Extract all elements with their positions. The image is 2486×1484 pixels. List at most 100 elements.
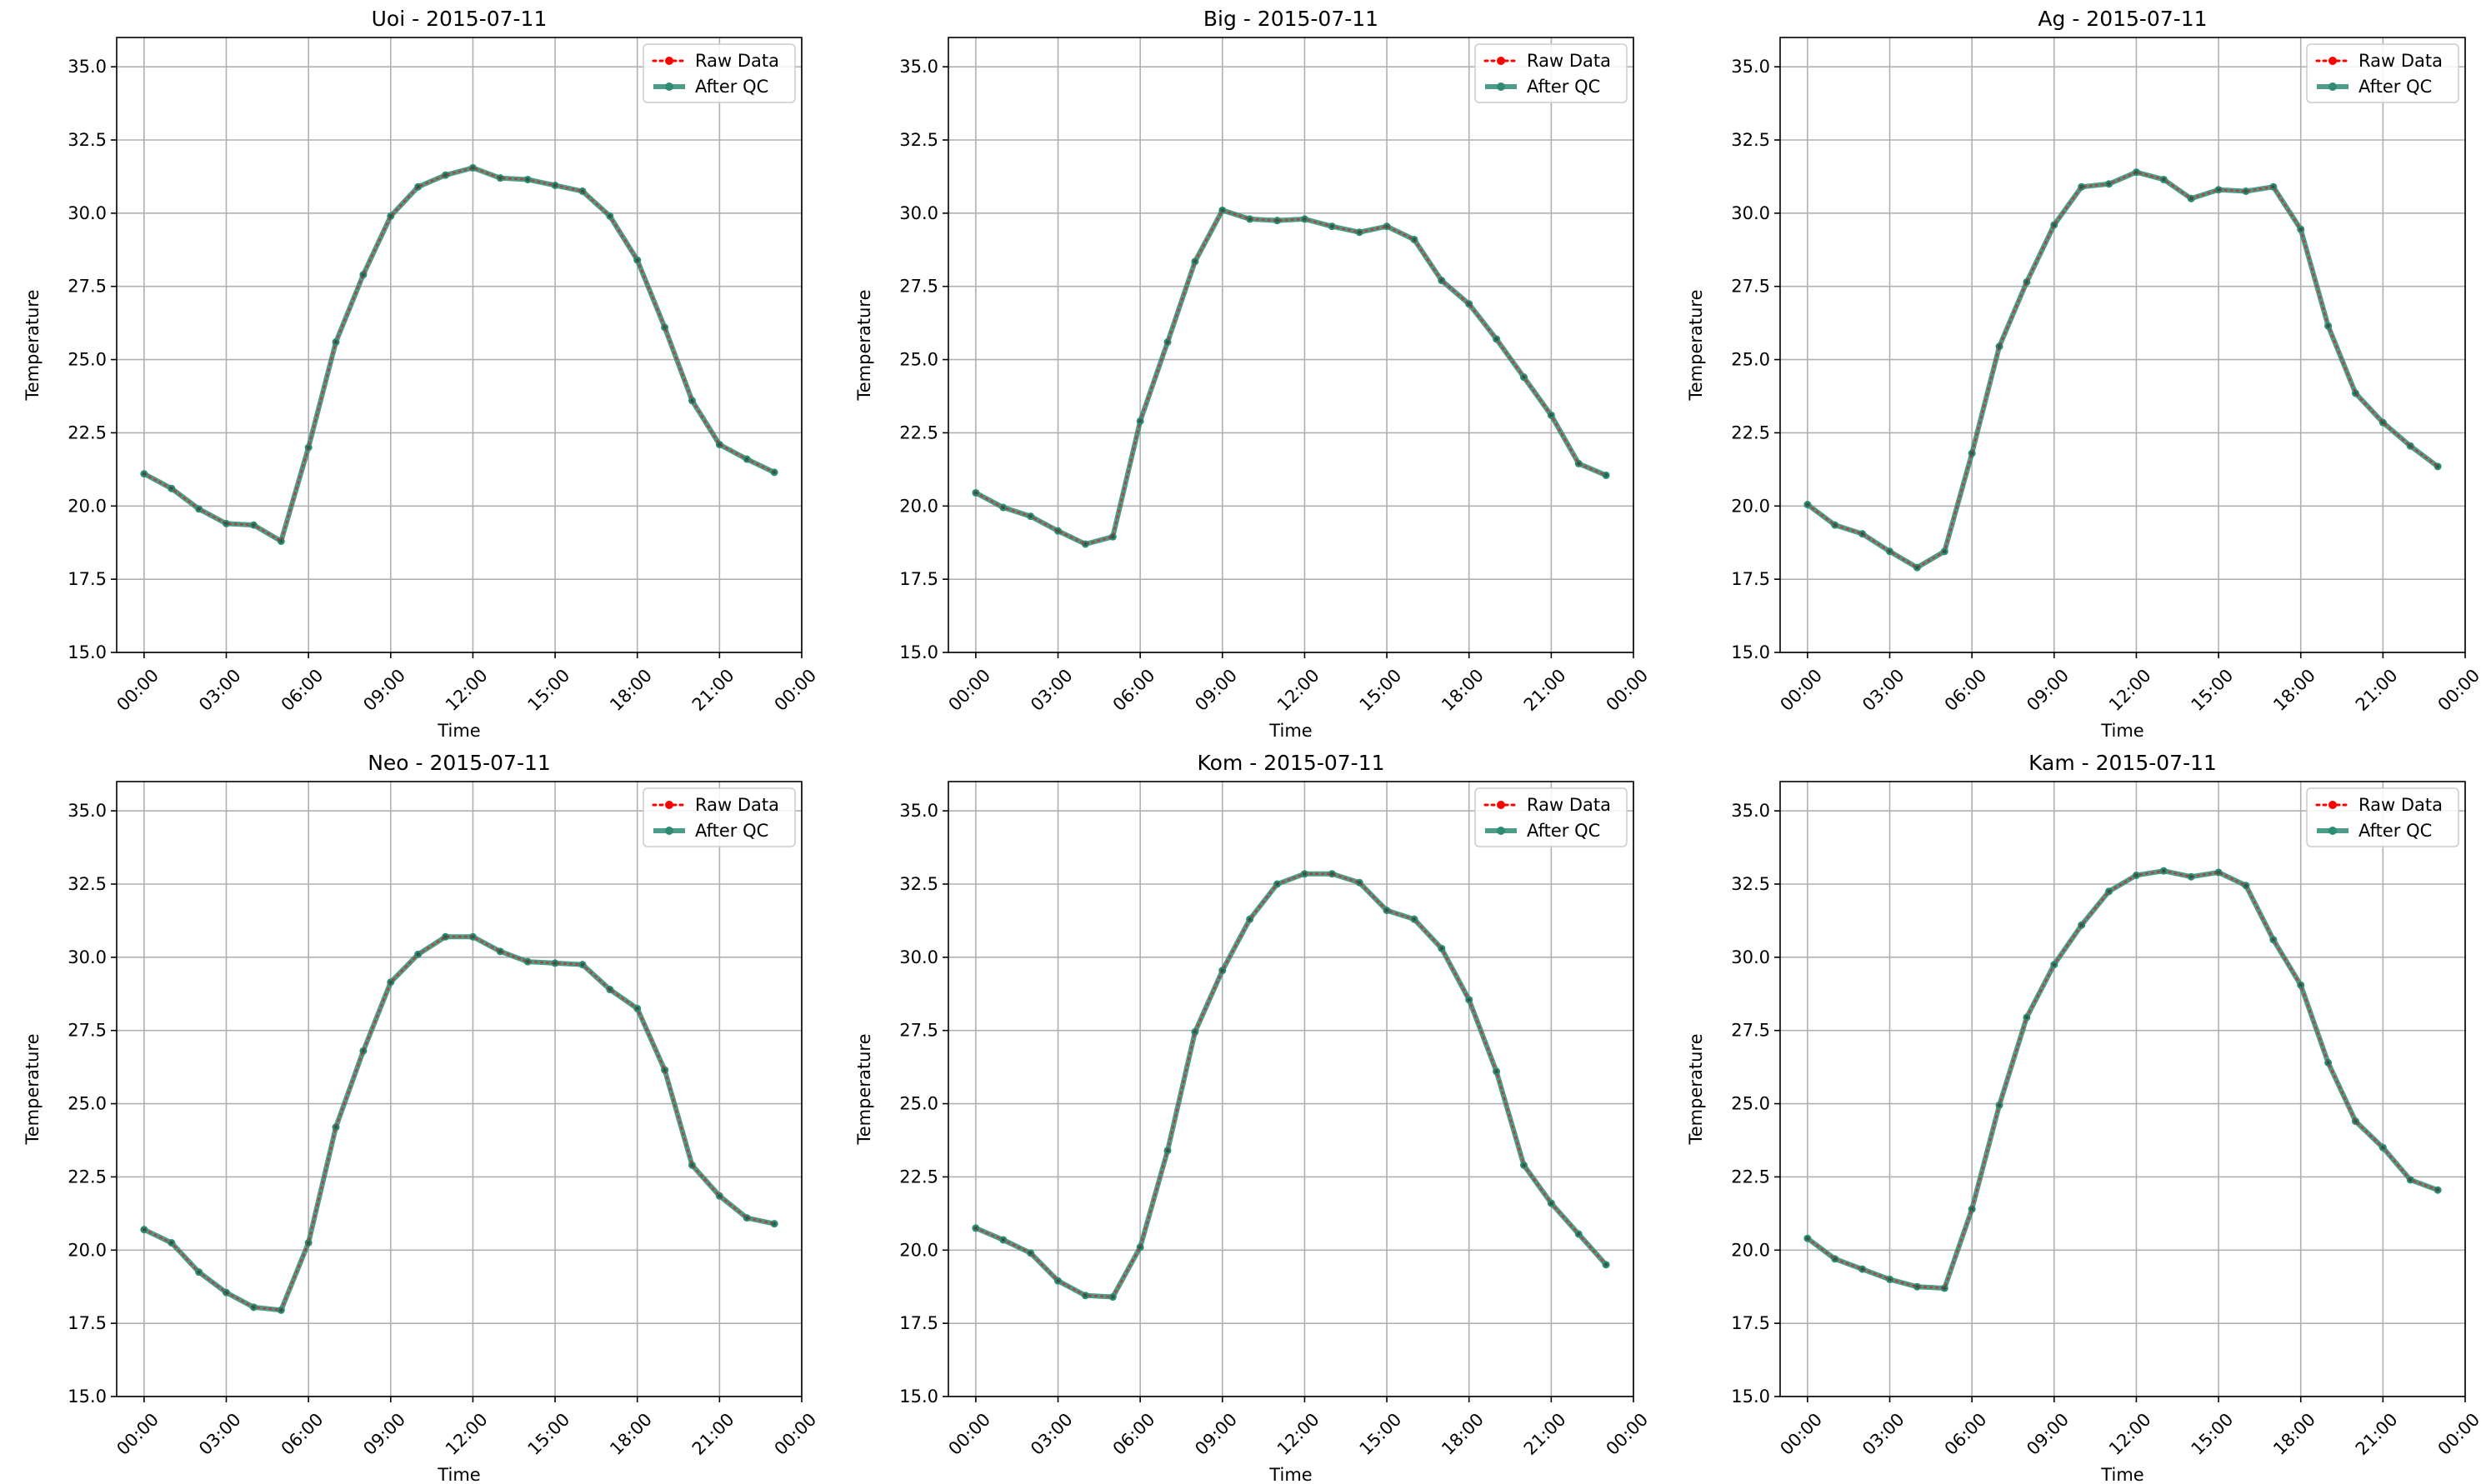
y-tick-label: 25.0 [1731, 350, 1770, 370]
x-tick-label: 21:00 [688, 665, 738, 715]
legend-marker-after-qc [1497, 82, 1505, 91]
data-point-raw-data [663, 1067, 667, 1072]
legend-label-after-qc: After QC [1527, 821, 1600, 841]
data-point-raw-data [1833, 522, 1837, 527]
chart-title: Kom - 2015-07-11 [1198, 751, 1385, 775]
data-point-raw-data [1549, 413, 1553, 417]
x-tick-label: 09:00 [2023, 665, 2073, 715]
data-point-raw-data [1028, 1251, 1033, 1256]
data-point-raw-data [1467, 997, 1471, 1002]
data-point-raw-data [1330, 872, 1334, 876]
x-tick-label: 09:00 [359, 1409, 409, 1459]
data-point-raw-data [2024, 280, 2029, 284]
x-tick-label: 21:00 [688, 1409, 738, 1459]
data-point-raw-data [361, 272, 366, 277]
data-point-raw-data [471, 166, 475, 170]
data-point-raw-data [1494, 1069, 1498, 1074]
data-point-raw-data [772, 1222, 777, 1226]
x-tick-label: 09:00 [1191, 1409, 1241, 1459]
data-point-raw-data [1603, 1262, 1608, 1267]
x-tick-label: 03:00 [1027, 1409, 1077, 1459]
data-point-raw-data [772, 470, 777, 475]
y-tick-label: 30.0 [899, 203, 938, 223]
y-tick-label: 17.5 [899, 1313, 938, 1333]
data-point-raw-data [1165, 1148, 1170, 1153]
data-point-raw-data [2162, 868, 2166, 873]
y-tick-label: 35.0 [899, 801, 938, 821]
data-point-raw-data [635, 257, 639, 262]
x-tick-label: 00:00 [1776, 1409, 1826, 1459]
data-point-raw-data [1330, 224, 1334, 228]
data-point-raw-data [1439, 947, 1444, 951]
series-line-raw-data [974, 208, 1608, 546]
y-axis-label: Temperature [1686, 1033, 1706, 1145]
y-tick-label: 22.5 [68, 1167, 107, 1187]
y-tick-label: 17.5 [1731, 1313, 1770, 1333]
data-point-raw-data [1577, 1232, 1581, 1237]
data-point-raw-data [1577, 462, 1581, 466]
data-point-raw-data [745, 457, 749, 462]
data-point-raw-data [306, 1241, 311, 1245]
x-tick-label: 15:00 [1356, 1409, 1406, 1459]
data-point-raw-data [1494, 337, 1498, 342]
chart-panel: 15.0 17.5 20.0 22.5 25.0 27.5 30.0 32.5 35.0 00:0… [854, 751, 1652, 1484]
series-line-raw-data [143, 167, 776, 543]
series-line-raw-data [143, 936, 776, 1312]
data-point-raw-data [2107, 889, 2111, 893]
data-point-raw-data [224, 1291, 228, 1295]
data-point-raw-data [388, 214, 393, 218]
data-point-raw-data [526, 959, 530, 964]
data-point-raw-data [416, 952, 420, 957]
y-tick-label: 25.0 [1731, 1094, 1770, 1114]
data-point-raw-data [2435, 1188, 2440, 1192]
data-point-raw-data [580, 962, 585, 967]
x-tick-label: 15:00 [1356, 665, 1406, 715]
data-point-raw-data [2189, 197, 2193, 201]
legend-label-raw-data: Raw Data [695, 795, 779, 815]
x-tick-label: 00:00 [2434, 1409, 2484, 1459]
data-point-raw-data [471, 935, 475, 939]
data-point-raw-data [1083, 542, 1088, 547]
axes-frame [948, 37, 1634, 653]
data-point-raw-data [1833, 1257, 1837, 1262]
data-point-raw-data [1193, 1030, 1198, 1034]
data-point-raw-data [2079, 923, 2083, 927]
legend-label-after-qc: After QC [2358, 821, 2432, 841]
x-tick-label: 03:00 [195, 665, 245, 715]
y-tick-label: 27.5 [1731, 277, 1770, 297]
y-tick-label: 35.0 [1731, 801, 1770, 821]
y-tick-label: 27.5 [68, 277, 107, 297]
y-tick-label: 27.5 [899, 1021, 938, 1041]
data-point-raw-data [2079, 185, 2083, 189]
y-tick-label: 35.0 [1731, 57, 1770, 77]
x-axis-label: Time [2100, 1465, 2143, 1484]
y-tick-label: 32.5 [1731, 130, 1770, 150]
data-point-raw-data [224, 522, 228, 526]
x-tick-label: 00:00 [113, 665, 163, 715]
data-point-raw-data [1303, 872, 1307, 876]
x-tick-label: 12:00 [2105, 1409, 2155, 1459]
data-point-raw-data [1248, 217, 1252, 222]
data-point-raw-data [2381, 1146, 2385, 1150]
data-point-raw-data [2162, 177, 2166, 182]
y-axis-label: Temperature [23, 289, 43, 401]
data-point-raw-data [1860, 1267, 1864, 1272]
y-tick-label: 30.0 [68, 203, 107, 223]
legend-marker-after-qc [2328, 82, 2337, 91]
x-tick-label: 18:00 [2269, 1409, 2319, 1459]
y-tick-label: 25.0 [899, 1094, 938, 1114]
data-point-raw-data [1915, 565, 1919, 570]
data-point-raw-data [1056, 1278, 1060, 1283]
data-point-raw-data [443, 935, 448, 939]
x-tick-label: 09:00 [1191, 665, 1241, 715]
data-point-raw-data [690, 398, 694, 402]
y-tick-label: 27.5 [899, 277, 938, 297]
data-point-raw-data [1028, 514, 1033, 518]
data-point-raw-data [1275, 882, 1279, 887]
x-tick-label: 18:00 [1438, 665, 1488, 715]
data-point-raw-data [2381, 420, 2385, 425]
x-tick-label: 00:00 [944, 1409, 994, 1459]
y-tick-label: 32.5 [1731, 874, 1770, 894]
x-tick-label: 18:00 [2269, 665, 2319, 715]
chart-panel: 15.0 17.5 20.0 22.5 25.0 27.5 30.0 32.5 35.0 00:0… [1686, 751, 2483, 1484]
